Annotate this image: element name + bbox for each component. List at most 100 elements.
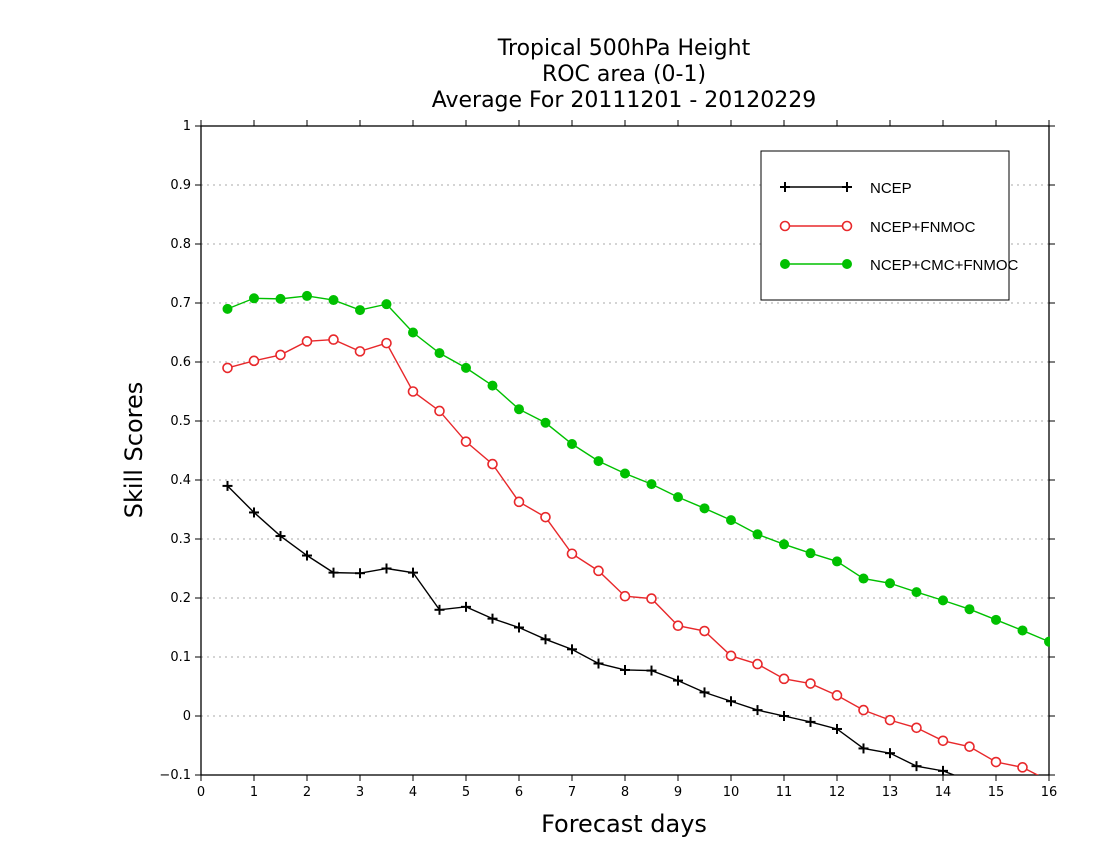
data-point-ncep-cmc-fnmoc [381, 299, 392, 310]
y-tick-label: 0.5 [170, 414, 191, 429]
data-point-ncep [275, 531, 286, 542]
series-layer [222, 290, 1054, 810]
series-line-ncep [227, 485, 956, 775]
x-tick-label: 10 [723, 785, 740, 800]
data-point-ncep [1044, 800, 1054, 810]
legend-marker-ncep-fnmoc [779, 220, 791, 232]
data-point-ncep [567, 644, 577, 655]
legend-label-ncep-cmc-fnmoc: NCEP+CMC+FNMOC [870, 257, 1019, 274]
data-point-ncep [805, 716, 816, 727]
y-tick-label: −0.1 [159, 768, 191, 783]
data-point-ncep-fnmoc [566, 548, 578, 560]
data-point-ncep [461, 601, 471, 612]
data-point-ncep-fnmoc [248, 355, 260, 367]
data-point-ncep-cmc-fnmoc [408, 327, 418, 338]
data-point-ncep [249, 507, 259, 518]
data-point-ncep [1018, 794, 1028, 804]
data-point-ncep [938, 765, 948, 775]
data-point-ncep [858, 743, 869, 754]
data-point-ncep-fnmoc [752, 658, 763, 670]
data-point-ncep-cmc-fnmoc [726, 515, 736, 526]
data-point-ncep [593, 658, 604, 669]
data-point-ncep-fnmoc [487, 458, 498, 470]
data-point-ncep-cmc-fnmoc [302, 290, 312, 301]
y-tick-label: 0.2 [170, 591, 191, 606]
data-point-ncep [699, 687, 710, 698]
data-point-ncep-fnmoc [275, 349, 286, 361]
series-ncep-cmc-fnmoc [222, 290, 1050, 647]
data-point-ncep-cmc-fnmoc [514, 404, 524, 415]
series-ncep [222, 480, 1054, 810]
y-tick-label: 0.7 [170, 296, 191, 311]
data-point-ncep-cmc-fnmoc [1044, 636, 1050, 647]
data-point-ncep-fnmoc [407, 386, 419, 397]
data-point-ncep-cmc-fnmoc [699, 503, 710, 514]
x-tick-label: 2 [303, 785, 311, 800]
x-tick-label: 9 [674, 785, 682, 800]
data-point-ncep-fnmoc [222, 362, 233, 374]
data-point-ncep-fnmoc [593, 565, 604, 577]
data-point-ncep-cmc-fnmoc [275, 293, 286, 304]
legend-marker-ncep [842, 182, 852, 192]
data-point-ncep [752, 705, 763, 716]
data-point-ncep-fnmoc [540, 511, 551, 523]
x-tick-label: 16 [1041, 785, 1058, 800]
data-point-ncep [726, 696, 736, 707]
data-point-ncep-cmc-fnmoc [752, 529, 763, 540]
data-point-ncep-fnmoc [964, 741, 975, 752]
x-tick-label: 11 [776, 785, 793, 800]
data-point-ncep-fnmoc [328, 334, 339, 345]
data-point-ncep-cmc-fnmoc [646, 479, 657, 490]
data-point-ncep-cmc-fnmoc [964, 604, 975, 615]
data-point-ncep [540, 634, 551, 645]
x-tick-label: 15 [988, 785, 1005, 800]
legend-label-ncep: NCEP [870, 180, 912, 197]
data-point-ncep-cmc-fnmoc [805, 548, 816, 559]
data-point-ncep [620, 664, 630, 675]
data-point-ncep-cmc-fnmoc [779, 539, 789, 550]
x-tick-label: 4 [409, 785, 417, 800]
data-point-ncep [673, 675, 683, 686]
legend-label-ncep-fnmoc: NCEP+FNMOC [870, 219, 976, 236]
data-point-ncep-fnmoc [513, 496, 525, 508]
data-point-ncep-cmc-fnmoc [1017, 625, 1028, 636]
data-point-ncep-cmc-fnmoc [434, 348, 445, 359]
data-point-ncep-cmc-fnmoc [540, 417, 551, 428]
chart-title-line-1: Tropical 500hPa Height [497, 36, 751, 61]
data-point-ncep [434, 604, 445, 615]
data-point-ncep-cmc-fnmoc [355, 305, 365, 316]
data-point-ncep-fnmoc [672, 620, 684, 632]
data-point-ncep-cmc-fnmoc [249, 293, 259, 304]
data-point-ncep [965, 776, 975, 786]
data-point-ncep-cmc-fnmoc [911, 587, 922, 598]
data-point-ncep-cmc-fnmoc [593, 456, 604, 467]
data-point-ncep-fnmoc [805, 678, 816, 689]
data-point-ncep-fnmoc [937, 735, 949, 747]
data-point-ncep-fnmoc [990, 756, 1002, 768]
chart-title-line-3: Average For 20111201 - 20120229 [431, 88, 817, 113]
data-point-ncep-cmc-fnmoc [328, 295, 339, 306]
x-tick-label: 13 [882, 785, 899, 800]
x-tick-label: 1 [250, 785, 258, 800]
data-point-ncep [832, 723, 842, 734]
y-axis-label: Skill Scores [120, 382, 148, 519]
x-tick-label: 5 [462, 785, 470, 800]
data-point-ncep-fnmoc [884, 714, 896, 726]
x-tick-label: 0 [197, 785, 205, 800]
x-axis-label: Forecast days [541, 810, 707, 838]
data-point-ncep-cmc-fnmoc [620, 468, 630, 479]
y-tick-label: 0.1 [170, 650, 191, 665]
chart-title-line-2: ROC area (0-1) [541, 62, 707, 87]
legend: NCEP NCEP+FNMOC NCEP+CMC+FNMOC [760, 150, 1019, 301]
data-point-ncep-cmc-fnmoc [938, 595, 948, 606]
y-tick-label: 1 [183, 119, 191, 134]
data-point-ncep-fnmoc [725, 650, 737, 662]
legend-marker-ncep [780, 182, 790, 192]
series-line-ncep-fnmoc [227, 338, 1040, 775]
data-point-ncep [779, 711, 789, 721]
data-point-ncep-fnmoc [434, 405, 445, 417]
data-point-ncep-cmc-fnmoc [673, 492, 683, 503]
data-point-ncep-fnmoc [778, 673, 790, 685]
data-point-ncep [408, 567, 418, 578]
